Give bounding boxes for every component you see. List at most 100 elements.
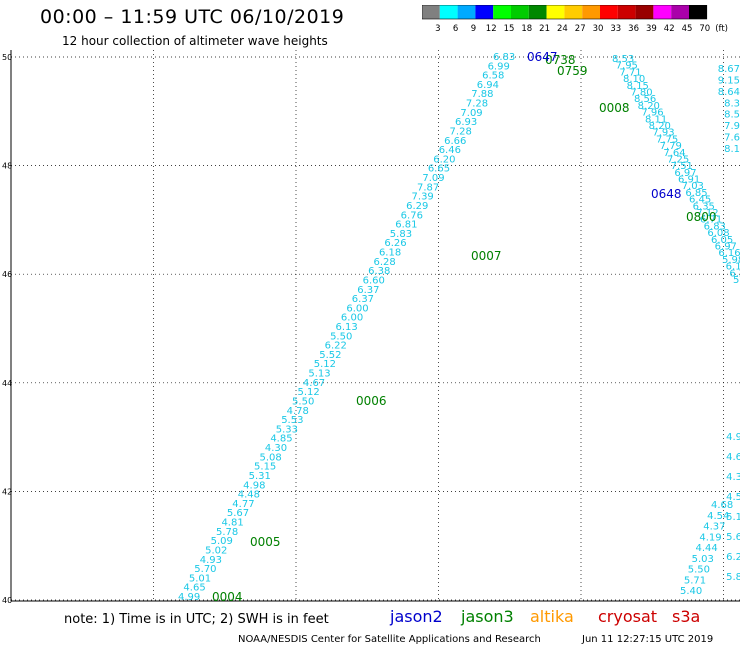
- swh-value-track-a: 6.99: [488, 61, 510, 72]
- swh-value-track-a: 6.65: [428, 164, 450, 175]
- colorbar-swatch: [600, 5, 618, 19]
- swh-value-track-b: 5.98: [722, 255, 740, 266]
- lat-label: 46: [2, 270, 12, 279]
- colorbar-tick-label: 18: [521, 24, 532, 34]
- swh-value-track-c: 9.15: [718, 75, 740, 86]
- colorbar-tick-label: 9: [471, 24, 476, 34]
- colorbar-tick-label: 45: [682, 24, 693, 34]
- colorbar-tick-label: 21: [539, 24, 550, 34]
- swh-value-track-b: 8.10: [623, 74, 645, 85]
- swh-value-track-a: 4.85: [270, 434, 292, 445]
- swh-value-track-a: 5.50: [292, 396, 314, 407]
- colorbar-tick-label: 27: [575, 24, 586, 34]
- swh-value-track-a: 5.33: [276, 424, 298, 435]
- colorbar-tick-label: 39: [646, 24, 657, 34]
- colorbar-tick-label: 3: [435, 24, 440, 34]
- time-label-jason3: 0759: [557, 64, 588, 78]
- chart-subtitle: 12 hour collection of altimeter wave hei…: [62, 34, 328, 48]
- swh-value-track-b: 8.11: [645, 114, 667, 125]
- swh-value-track-b: 6.16: [718, 248, 740, 259]
- lon-label: -171: [429, 604, 447, 605]
- time-label-jason3: 0008: [599, 101, 630, 115]
- colorbar-swatch: [671, 5, 689, 19]
- swh-value-track-c: 8.67: [718, 64, 740, 75]
- lat-label: 42: [2, 487, 12, 496]
- swh-value-track-b: 6.35: [693, 201, 715, 212]
- swh-value-track-d: 4.19: [699, 532, 721, 543]
- swh-value-track-d: 5.03: [692, 554, 714, 565]
- colorbar-tick-label: 42: [664, 24, 675, 34]
- colorbar-swatch: [653, 5, 672, 19]
- swh-value-track-a: 6.20: [433, 154, 455, 165]
- swh-value-track-d: 5.71: [684, 575, 706, 586]
- colorbar-swatch: [457, 5, 476, 19]
- legend-altika: altika: [530, 607, 574, 626]
- swh-value-track-b: 7.03: [682, 181, 704, 192]
- swh-value-track-d-edge: 4.9: [726, 432, 740, 443]
- lat-label: 44: [2, 379, 12, 388]
- swh-value-track-b: 5.76: [733, 275, 740, 286]
- colorbar-tick-label: 15: [504, 24, 515, 34]
- time-label-jason3: 0738: [545, 53, 576, 67]
- colorbar-tick-label: 6: [453, 24, 458, 34]
- swh-value-track-b: 6.12: [726, 262, 740, 273]
- colorbar-tick-label: 24: [557, 24, 568, 34]
- time-label-jason2: 0648: [651, 187, 682, 201]
- swh-value-track-a: 4.98: [243, 480, 265, 491]
- swh-value-track-d-edge: 5.8: [726, 572, 740, 583]
- swh-value-track-a: 6.26: [384, 238, 406, 249]
- swh-value-track-a: 7.28: [450, 126, 472, 137]
- swh-value-track-a: 5.67: [227, 508, 249, 519]
- time-label-jason3: 0004: [212, 590, 243, 604]
- swh-value-track-b: 6.21: [729, 268, 740, 279]
- colorbar-swatch: [493, 5, 511, 19]
- swh-value-track-a: 4.77: [232, 499, 254, 510]
- time-label-jason3: 0007: [471, 249, 502, 263]
- swh-value-track-a: 6.38: [368, 266, 390, 277]
- swh-value-track-b: 7.75: [656, 134, 678, 145]
- swh-value-track-a: 7.39: [412, 192, 434, 203]
- swh-value-track-a: 6.29: [406, 201, 428, 212]
- colorbar-swatch: [422, 5, 440, 19]
- swh-value-track-b: 6.08: [707, 228, 729, 239]
- swh-value-track-b: 7.51: [671, 161, 693, 172]
- swh-value-track-a: 4.30: [265, 443, 287, 454]
- swh-value-track-a: 6.37: [357, 285, 379, 296]
- swh-value-track-b: 7.96: [641, 108, 663, 119]
- swh-value-track-a: 6.58: [482, 71, 504, 82]
- wave-height-map: 504846444240-180-177-174-171-168-1654.99…: [2, 50, 740, 605]
- swh-value-track-b: 7.64: [663, 148, 685, 159]
- chart-title: 00:00 – 11:59 UTC 06/10/2019: [40, 6, 345, 28]
- swh-value-track-d-edge: 4.5: [726, 492, 740, 503]
- colorbar-tick-label: 30: [593, 24, 604, 34]
- swh-value-track-a: 4.65: [183, 583, 205, 594]
- swh-value-track-a: 6.94: [477, 80, 499, 91]
- swh-value-track-a: 5.12: [314, 359, 336, 370]
- lat-label: 48: [2, 162, 12, 171]
- swh-value-track-d: 5.50: [688, 565, 710, 576]
- swh-value-track-a: 7.88: [471, 89, 493, 100]
- swh-value-track-c: 7.9: [724, 121, 740, 132]
- time-label-jason3: 0006: [356, 394, 387, 408]
- swh-value-track-c: 8.64: [718, 87, 740, 98]
- swh-value-track-a: 5.50: [330, 331, 352, 342]
- colorbar-swatch: [511, 5, 529, 19]
- time-label-jason3: 0800: [686, 210, 717, 224]
- swh-value-track-a: 4.78: [287, 406, 309, 417]
- swh-value-track-b: 6.05: [711, 235, 733, 246]
- swh-value-track-a: 5.08: [259, 452, 281, 463]
- time-label-jason2: 0647: [527, 50, 558, 64]
- swh-value-track-b: 8.20: [638, 101, 660, 112]
- colorbar-tick-label: 36: [628, 24, 639, 34]
- swh-value-track-b: 6.97: [674, 168, 696, 179]
- colorbar-swatch: [439, 5, 458, 19]
- swh-value-track-b: 6.83: [704, 221, 726, 232]
- swh-value-track-a: 6.00: [341, 313, 363, 324]
- colorbar-swatch: [546, 5, 565, 19]
- colorbar-swatch: [635, 5, 654, 19]
- credit-line: NOAA/NESDIS Center for Satellite Applica…: [238, 634, 541, 645]
- colorbar-swatch: [617, 5, 636, 19]
- swh-value-track-b: 7.79: [660, 141, 682, 152]
- swh-value-track-a: 6.83: [493, 52, 515, 63]
- swh-value-track-a: 6.46: [439, 145, 461, 156]
